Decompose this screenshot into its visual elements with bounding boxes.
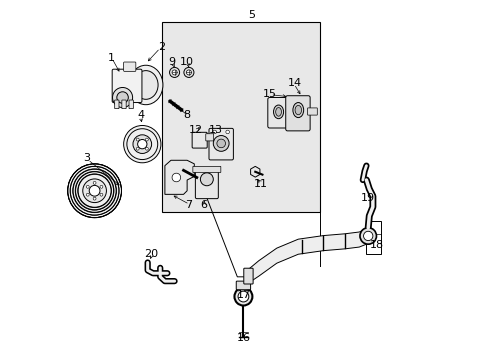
FancyBboxPatch shape (244, 268, 253, 284)
Circle shape (123, 126, 161, 163)
Ellipse shape (133, 71, 158, 99)
Circle shape (169, 67, 179, 77)
Circle shape (86, 185, 89, 188)
Circle shape (93, 197, 96, 200)
Circle shape (145, 138, 148, 141)
Ellipse shape (128, 65, 163, 105)
Circle shape (145, 147, 148, 150)
FancyBboxPatch shape (366, 221, 381, 253)
Circle shape (82, 179, 106, 203)
Text: 4: 4 (137, 111, 144, 121)
Text: 20: 20 (144, 248, 158, 258)
Text: 5: 5 (248, 10, 255, 20)
FancyBboxPatch shape (129, 100, 133, 109)
Text: 13: 13 (208, 125, 223, 135)
Circle shape (89, 185, 100, 196)
FancyBboxPatch shape (236, 281, 250, 290)
Circle shape (234, 288, 252, 306)
Circle shape (67, 164, 121, 218)
FancyBboxPatch shape (208, 129, 233, 160)
Circle shape (86, 193, 89, 196)
Ellipse shape (275, 108, 281, 116)
Circle shape (225, 130, 229, 134)
Text: 9: 9 (168, 57, 175, 67)
Circle shape (186, 70, 191, 75)
Circle shape (136, 147, 139, 150)
Text: 6: 6 (200, 200, 206, 210)
Circle shape (183, 67, 194, 77)
Circle shape (133, 135, 151, 153)
Circle shape (172, 70, 177, 75)
Circle shape (100, 185, 102, 188)
FancyBboxPatch shape (267, 98, 289, 128)
Polygon shape (247, 228, 367, 283)
Circle shape (100, 193, 102, 196)
Circle shape (359, 228, 376, 244)
Circle shape (117, 92, 128, 103)
Polygon shape (164, 160, 194, 194)
Circle shape (172, 173, 180, 182)
FancyBboxPatch shape (205, 134, 213, 141)
Circle shape (137, 139, 147, 149)
FancyBboxPatch shape (285, 96, 309, 131)
Ellipse shape (292, 103, 303, 118)
Text: 11: 11 (253, 179, 267, 189)
Text: 16: 16 (236, 333, 250, 343)
FancyBboxPatch shape (192, 132, 207, 148)
Text: 8: 8 (183, 111, 190, 121)
Circle shape (213, 135, 228, 151)
Circle shape (136, 138, 139, 141)
Text: 18: 18 (369, 239, 384, 249)
FancyBboxPatch shape (122, 100, 126, 109)
FancyBboxPatch shape (115, 100, 119, 109)
FancyBboxPatch shape (307, 108, 317, 115)
Ellipse shape (273, 105, 283, 119)
Circle shape (200, 173, 213, 186)
FancyBboxPatch shape (112, 69, 142, 103)
Bar (162, 22, 319, 212)
Text: 17: 17 (236, 290, 250, 300)
Circle shape (238, 291, 248, 302)
FancyBboxPatch shape (195, 169, 218, 199)
Circle shape (217, 139, 225, 148)
Text: 7: 7 (185, 200, 192, 210)
Text: 12: 12 (189, 125, 203, 135)
FancyBboxPatch shape (123, 62, 136, 71)
Text: 14: 14 (287, 78, 301, 88)
Circle shape (93, 181, 96, 184)
Text: 2: 2 (158, 42, 165, 52)
Circle shape (212, 130, 216, 134)
Text: 15: 15 (262, 89, 276, 99)
Text: 1: 1 (108, 53, 115, 63)
Circle shape (112, 87, 132, 108)
FancyBboxPatch shape (192, 166, 221, 172)
Ellipse shape (294, 105, 301, 115)
Text: 19: 19 (361, 193, 374, 203)
Text: 3: 3 (83, 153, 90, 163)
Text: 10: 10 (180, 57, 194, 67)
Circle shape (363, 231, 372, 240)
